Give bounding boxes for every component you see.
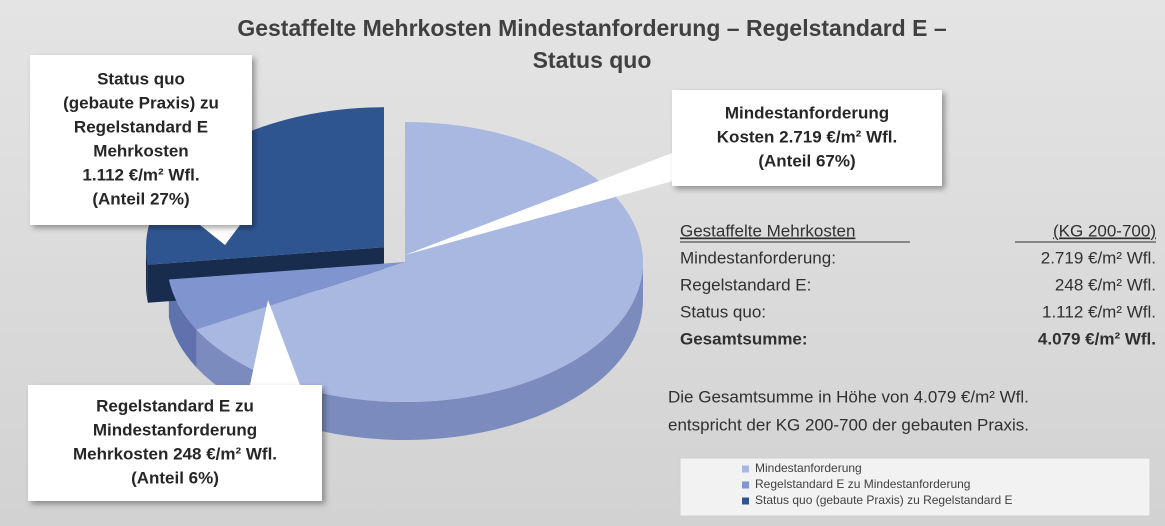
pie-slice-side [168,279,197,368]
callout-text: 1.112 €/m² Wfl. [82,165,199,184]
callout-text: Status quo [97,69,185,88]
table-cell: Gesamtsumme: [680,329,808,348]
callout-text: Regelstandard E [74,117,208,136]
table-header: (KG 200-700) [1053,221,1156,240]
table-cell: 2.719 €/m² Wfl. [1041,248,1156,267]
legend-label: Status quo (gebaute Praxis) zu Regelstan… [755,493,1012,507]
callout-text: (Anteil 67%) [758,151,855,170]
note: Die Gesamtsumme in Höhe von 4.079 €/m² W… [668,387,1029,406]
pie-slice [196,122,644,403]
legend-swatch [742,481,749,489]
table-cell: 4.079 €/m² Wfl. [1038,329,1156,348]
legend-swatch [742,465,749,473]
chart-title: Status quo [533,47,652,73]
table-cell: Status quo: [680,302,766,321]
table-header: Gestaffelte Mehrkosten [680,221,855,240]
pie-slice-side [145,247,148,303]
callout-text: (Anteil 6%) [131,468,219,487]
callout-text: Mehrkosten 248 €/m² Wfl. [73,444,277,463]
callout-text: (gebaute Praxis) zu [63,93,219,112]
table-cell: 1.112 €/m² Wfl. [1042,302,1156,321]
legend-box [679,457,1151,517]
table-cell: 248 €/m² Wfl. [1055,275,1156,294]
callout-pointer [405,150,720,255]
callout-text: Mehrkosten [93,141,188,160]
callout-text: Mindestanforderung [93,420,257,439]
callout-text: Kosten 2.719 €/m² Wfl. [717,127,897,146]
pie-slice [168,262,405,330]
callout-pointer [200,225,240,245]
callout-box [30,55,252,225]
callout-box [28,385,322,501]
legend-label: Mindestanforderung [755,461,862,475]
legend-swatch [742,497,749,505]
table-cell: Mindestanforderung: [680,248,836,267]
callout-text: Regelstandard E zu [96,396,254,415]
annotations: Mindestanforderung Kosten 2.719 €/m² Wfl.… [28,55,1156,517]
callout-box [672,90,942,186]
callout-pointer [250,300,300,385]
callout-text: (Anteil 27%) [92,189,189,208]
legend-label: Regelstandard E zu Mindestanforderung [755,477,970,491]
callout-text: Mindestanforderung [725,103,889,122]
chart-title: Gestaffelte Mehrkosten Mindestanforderun… [237,15,947,41]
note: entspricht der KG 200-700 der gebauten P… [668,415,1029,434]
table-cell: Regelstandard E: [680,275,811,294]
